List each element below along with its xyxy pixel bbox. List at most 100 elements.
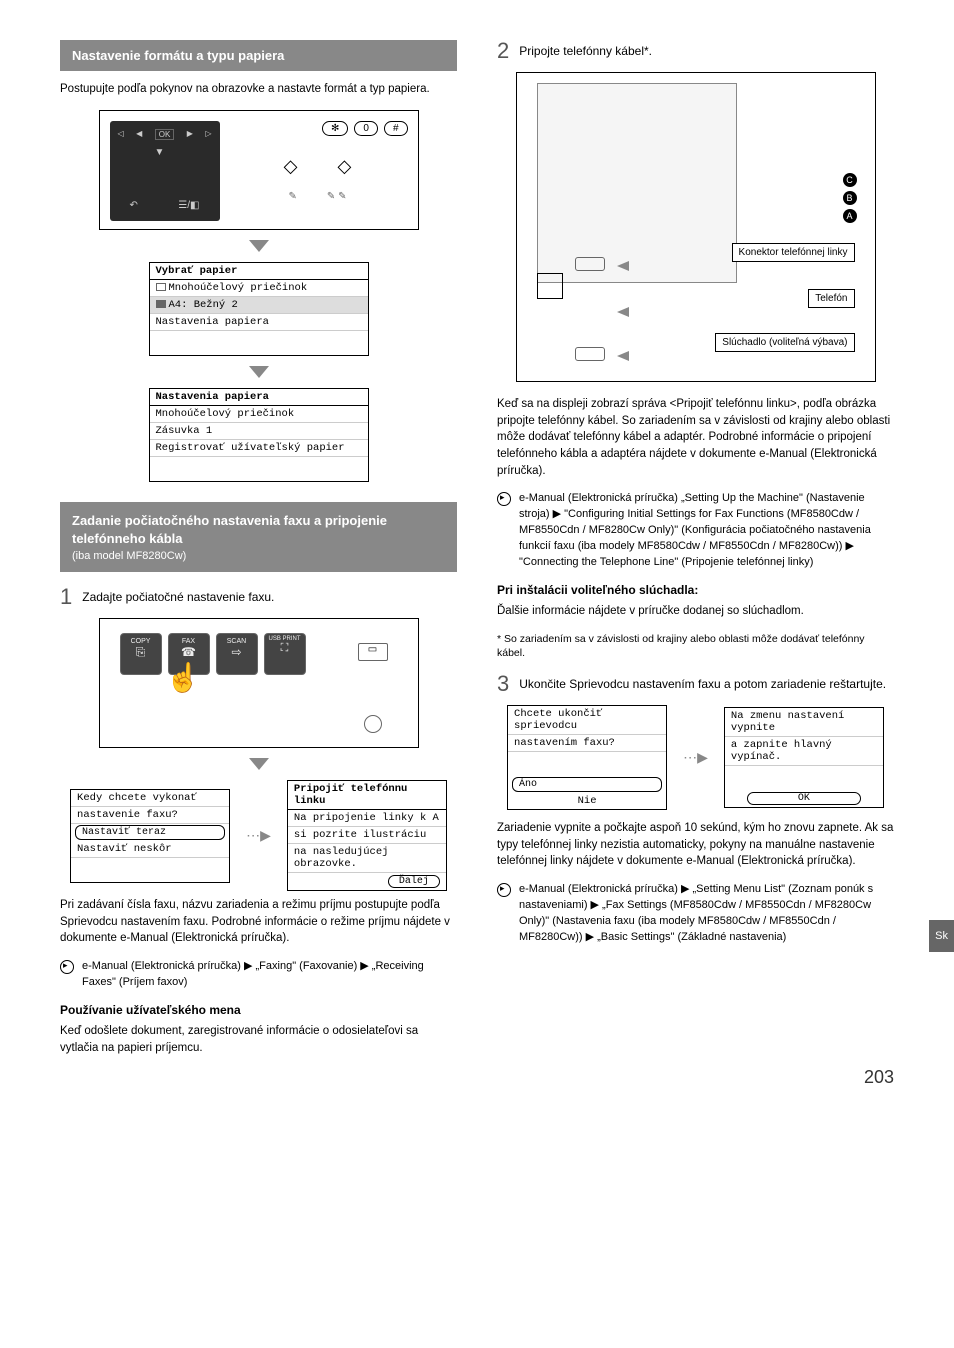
label-phone: Telefón (808, 289, 854, 308)
mode-buttons-illustration: COPY ⎘ FAX ☎ SCAN ⇨ USB PRINT ⛶ ☝ ▭ (99, 618, 419, 748)
scan-button-icon: SCAN ⇨ (216, 633, 258, 675)
lcd-line: Mnohoúčelový priečinok (150, 406, 368, 423)
port-c-label: C (843, 173, 857, 187)
lcd-paper-settings: Nastavenia papiera Mnohoúčelový priečino… (149, 388, 369, 482)
finger-pointer-icon: ☝ (166, 661, 201, 694)
book-icon: ▭ (358, 643, 388, 661)
step-text: Pripojte telefónny kábel*. (519, 40, 652, 58)
arrow-left-icon (617, 307, 629, 317)
key-hash: # (384, 121, 408, 136)
printer-shape (537, 83, 737, 283)
lcd-title: Nastavenia papiera (150, 389, 368, 406)
lcd-next-button: Ďalej (388, 875, 440, 888)
lcd-option-now: Nastaviť teraz (75, 825, 225, 840)
plug-icon (575, 347, 605, 361)
footnote: * So zariadením sa v závislosti od kraji… (497, 632, 894, 661)
port-a-label: A (843, 209, 857, 223)
dots-arrow-icon: ⋯▶ (246, 827, 271, 844)
step-number: 1 (60, 586, 72, 608)
lcd-line: Nie (508, 793, 666, 809)
step-3: 3 Ukončite Sprievodcu nastavením faxu a … (497, 673, 894, 695)
start-icon: ◇ (338, 156, 352, 177)
copy-button-icon: COPY ⎘ (120, 633, 162, 675)
nav-right-icon: ▶ (187, 129, 193, 140)
intro-text: Postupujte podľa pokynov na obrazovke a … (60, 81, 457, 98)
menu-icon: ☰/◧ (178, 200, 199, 211)
twin-lcd-row: Kedy chcete vykonať nastavenie faxu? Nas… (60, 780, 457, 891)
label-handset: Slúchadlo (voliteľná výbava) (715, 333, 854, 352)
control-panel-illustration: ◁ ◀ OK ▶ ▷ ▼ ↶ ☰/◧ ✻ 0 # ◇ ◇ (99, 110, 419, 230)
nav-ok-icon: OK (155, 129, 175, 140)
nav-left-icon: ◁ (118, 129, 124, 140)
pen-icon: ✎ (289, 191, 297, 202)
arrow-left-icon (617, 351, 629, 361)
sub-heading-username: Používanie užívateľského mena (60, 1003, 457, 1017)
language-tab: Sk (929, 920, 954, 952)
plug-icon (575, 257, 605, 271)
lcd-title: Pripojiť telefónnu linku (288, 781, 446, 810)
lcd-line: Zásuvka 1 (150, 423, 368, 440)
step-2: 2 Pripojte telefónny kábel*. (497, 40, 894, 62)
reference-text: e-Manual (Elektronická príručka) ▶ „Faxi… (82, 959, 457, 991)
lcd-line: Na zmenu nastavení vypnite (725, 708, 883, 737)
section-header-fax: Zadanie počiatočného nastavenia faxu a p… (60, 502, 457, 572)
usb-button-icon: USB PRINT ⛶ (264, 633, 306, 675)
step-1: 1 Zadajte počiatočné nastavenie faxu. (60, 586, 457, 608)
reference-icon (60, 960, 74, 974)
lcd-title: Vybrať papier (150, 263, 368, 280)
reference-text: e-Manual (Elektronická príručka) „Settin… (519, 491, 894, 571)
disc-icon (364, 715, 382, 733)
lcd-line-highlight: A4: Bežný 2 (150, 297, 368, 314)
lcd-line: Kedy chcete vykonať (71, 790, 229, 807)
lcd-ok-button: OK (747, 792, 861, 805)
lcd-line: Na pripojenie linky k A (288, 810, 446, 827)
section-header-paper: Nastavenie formátu a typu papiera (60, 40, 457, 71)
key-star: ✻ (322, 121, 348, 136)
sub-para: Keď odošlete dokument, zaregistrované in… (60, 1023, 457, 1056)
reference-row: e-Manual (Elektronická príručka) „Settin… (497, 491, 894, 571)
twin-lcd-row: Chcete ukončiť sprievodcu nastavením fax… (497, 705, 894, 810)
lcd-line: Nastaviť neskôr (71, 841, 229, 858)
reference-row: e-Manual (Elektronická príručka) ▶ „Faxi… (60, 959, 457, 991)
lcd-line: na nasledujúcej obrazovke. (288, 844, 446, 873)
lcd-line: si pozrite ilustráciu (288, 827, 446, 844)
step1-para: Pri zadávaní čísla faxu, názvu zariadeni… (60, 897, 457, 947)
step-number: 3 (497, 673, 509, 695)
dots-arrow-icon: ⋯▶ (683, 749, 708, 766)
lcd-option-yes: Áno (512, 777, 662, 792)
port-b-label: B (843, 191, 857, 205)
opt-handset-heading: Pri inštalácii voliteľného slúchadla: (497, 583, 894, 597)
lcd-restart: Na zmenu nastavení vypnite a zapnite hla… (724, 707, 884, 808)
step2-para: Keď sa na displeji zobrazí správa <Pripo… (497, 396, 894, 479)
arrow-down-icon (249, 758, 269, 770)
lcd-line: a zapnite hlavný vypínač. (725, 737, 883, 766)
step-text: Zadajte počiatočné nastavenie faxu. (82, 586, 274, 604)
step-text: Ukončite Sprievodcu nastavením faxu a po… (519, 673, 886, 691)
nav-down-icon: ▼ (155, 147, 165, 158)
lcd-connect-line: Pripojiť telefónnu linku Na pripojenie l… (287, 780, 447, 891)
reference-text: e-Manual (Elektronická príručka) ▶ „Sett… (519, 882, 894, 946)
lcd-select-paper: Vybrať papier Mnohoúčelový priečinok A4:… (149, 262, 369, 356)
label-phone-line: Konektor telefónnej linky (732, 243, 855, 262)
lcd-line: Mnohoúčelový priečinok (150, 280, 368, 297)
key-zero: 0 (354, 121, 378, 136)
jack-icon (537, 273, 563, 299)
arrow-left-icon (617, 261, 629, 271)
lcd-end-wizard: Chcete ukončiť sprievodcu nastavením fax… (507, 705, 667, 810)
step-number: 2 (497, 40, 509, 62)
lcd-fax-when: Kedy chcete vykonať nastavenie faxu? Nas… (70, 789, 230, 883)
arrow-down-icon (249, 366, 269, 378)
arrow-down-icon (249, 240, 269, 252)
nav-right2-icon: ▷ (205, 129, 211, 140)
lcd-line: nastavenie faxu? (71, 807, 229, 824)
stop-icon: ◇ (284, 156, 298, 177)
opt-handset-para: Ďalšie informácie nájdete v príručke dod… (497, 603, 894, 620)
pen2-icon: ✎ ✎ (327, 191, 347, 202)
lcd-line: Chcete ukončiť sprievodcu (508, 706, 666, 735)
lcd-line: Registrovať užívateľský papier (150, 440, 368, 457)
reference-icon (497, 883, 511, 897)
nav-left2-icon: ◀ (136, 129, 142, 140)
printer-back-illustration: C B A Konektor telefónnej linky Telefón … (516, 72, 876, 382)
lcd-line: Nastavenia papiera (150, 314, 368, 331)
step3-para: Zariadenie vypnite a počkajte aspoň 10 s… (497, 820, 894, 870)
